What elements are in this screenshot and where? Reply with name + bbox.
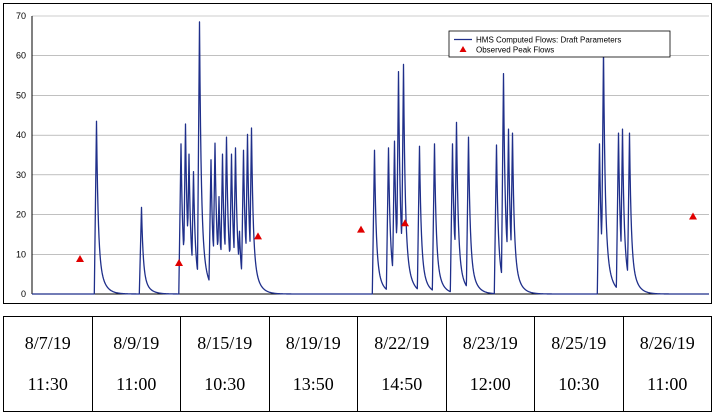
table-cell: 8/23/19 12:00	[445, 316, 535, 412]
event-time-row: 8/7/19 11:30 8/9/19 11:00 8/15/19 10:30 8/19/1…	[3, 316, 712, 412]
cell-date: 8/22/19	[374, 333, 430, 353]
cell-time: 10:30	[558, 374, 600, 394]
series-layer	[31, 21, 710, 295]
cell-date: 8/25/19	[551, 333, 607, 353]
cell-time: 11:30	[27, 374, 68, 394]
y-tick-labels: 0 10 20 30 40 50 60 70	[16, 11, 26, 299]
table-cell: 8/7/19 11:30	[3, 316, 93, 412]
observed-peak-point	[254, 232, 262, 240]
legend-label-computed: HMS Computed Flows: Draft Parameters	[476, 36, 621, 45]
cell-date: 8/19/19	[285, 333, 341, 353]
legend: HMS Computed Flows: Draft Parameters Obs…	[448, 30, 671, 58]
cell-time: 12:00	[469, 374, 511, 394]
table-cell: 8/9/19 11:00	[91, 316, 181, 412]
observed-peak-point	[76, 255, 84, 263]
cell-time: 11:00	[647, 374, 688, 394]
observed-points-layer	[76, 212, 697, 267]
observed-peak-point	[689, 212, 697, 220]
legend-box	[448, 30, 671, 58]
cell-date: 8/15/19	[197, 333, 253, 353]
cell-date: 8/7/19	[24, 333, 71, 353]
cell-time: 14:50	[381, 374, 423, 394]
y-tick-label: 60	[16, 51, 26, 61]
table-cell: 8/15/19 10:30	[180, 316, 270, 412]
observed-peak-point	[357, 225, 365, 233]
cell-time: 11:00	[116, 374, 157, 394]
y-tick-label: 70	[16, 11, 26, 21]
y-tick-label: 50	[16, 90, 26, 100]
cell-date: 8/23/19	[462, 333, 518, 353]
y-tick-label: 10	[16, 249, 26, 259]
table-cell: 8/26/19 11:00	[622, 316, 712, 412]
y-tick-label: 0	[21, 289, 26, 299]
legend-triangle-swatch	[459, 46, 467, 52]
cell-time: 10:30	[204, 374, 246, 394]
observed-peak-point	[175, 259, 183, 267]
computed-flow-line	[31, 21, 710, 295]
cell-date: 8/9/19	[113, 333, 160, 353]
event-time-table: 8/7/19 11:30 8/9/19 11:00 8/15/19 10:30 8/19/1…	[3, 316, 712, 412]
table-cell: 8/22/19 14:50	[357, 316, 447, 412]
y-tick-label: 20	[16, 210, 26, 220]
observed-peak-point	[401, 219, 409, 227]
y-tick-label: 40	[16, 130, 26, 140]
cell-time: 13:50	[292, 374, 334, 394]
table-cell: 8/25/19 10:30	[534, 316, 624, 412]
cell-date: 8/26/19	[639, 333, 695, 353]
table-cell: 8/19/19 13:50	[268, 316, 358, 412]
y-tick-label: 30	[16, 170, 26, 180]
flow-chart-svg: 0 10 20 30 40 50 60 70 HMS Computed Flows: Draf…	[16, 11, 710, 299]
legend-label-observed: Observed Peak Flows	[476, 46, 554, 55]
flow-chart: 0 10 20 30 40 50 60 70 HMS Computed Flows: Draf…	[3, 3, 712, 304]
